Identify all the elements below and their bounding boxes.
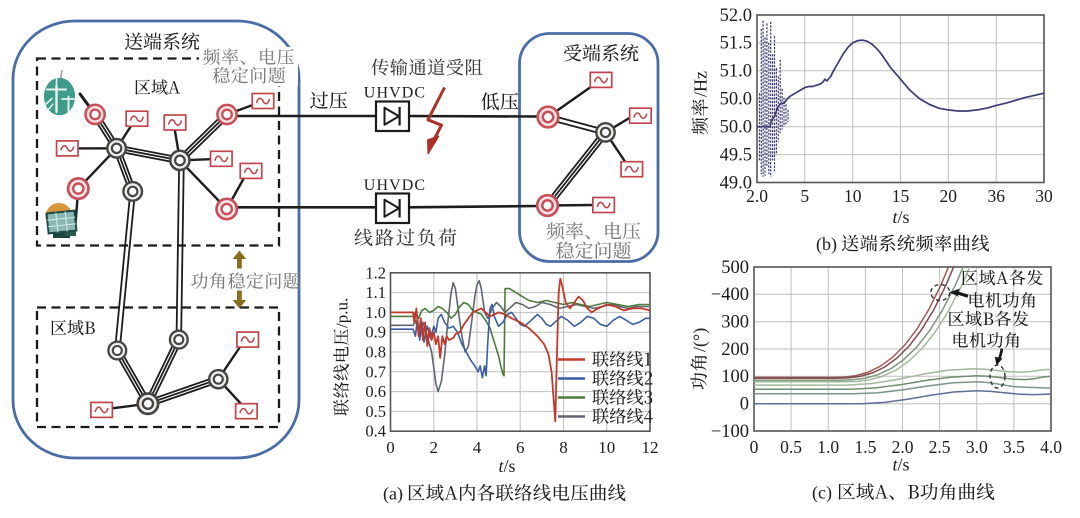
svg-text:0: 0	[750, 437, 759, 457]
svg-text:t/s: t/s	[892, 207, 909, 227]
svg-text:49.5: 49.5	[720, 145, 752, 165]
svg-text:/(°): /(°)	[690, 328, 711, 352]
svg-text:8: 8	[559, 438, 568, 457]
svg-text:1.1: 1.1	[365, 283, 386, 302]
svg-text:1.2: 1.2	[365, 263, 386, 282]
svg-text:50.0: 50.0	[720, 90, 752, 110]
svg-text:t/s: t/s	[498, 456, 515, 476]
svg-text:52.0: 52.0	[720, 6, 752, 26]
svg-text:10: 10	[598, 438, 615, 457]
svg-text:4.0: 4.0	[1040, 437, 1062, 457]
svg-text:4: 4	[473, 438, 482, 457]
svg-text:6: 6	[516, 438, 525, 457]
svg-text:2.5: 2.5	[929, 437, 951, 457]
svg-text:10: 10	[844, 186, 862, 206]
svg-text:12: 12	[642, 438, 659, 457]
svg-text:/Hz: /Hz	[691, 71, 711, 97]
svg-text:1.5: 1.5	[854, 437, 876, 457]
svg-text:20: 20	[940, 186, 958, 206]
svg-text:36: 36	[987, 186, 1005, 206]
svg-text:(a): (a)	[383, 484, 403, 505]
svg-text:15: 15	[892, 186, 910, 206]
svg-text:0.7: 0.7	[365, 362, 386, 381]
svg-text:UHVDC: UHVDC	[364, 177, 426, 194]
svg-text:200: 200	[721, 340, 749, 360]
svg-text:−100: −100	[711, 422, 749, 442]
svg-text:/p.u.: /p.u.	[333, 298, 352, 328]
svg-text:t/s: t/s	[892, 455, 909, 475]
svg-text:2: 2	[430, 438, 439, 457]
svg-text:0.5: 0.5	[365, 402, 386, 421]
svg-text:500: 500	[721, 258, 749, 278]
svg-text:UHVDC: UHVDC	[364, 85, 426, 102]
svg-text:100: 100	[721, 367, 749, 387]
svg-text:(b): (b)	[816, 234, 837, 255]
svg-text:0: 0	[386, 438, 395, 457]
svg-text:3.0: 3.0	[966, 437, 988, 457]
svg-text:0: 0	[740, 395, 749, 415]
svg-text:50.0: 50.0	[720, 118, 752, 138]
svg-text:(c): (c)	[812, 483, 832, 504]
svg-text:−400: −400	[711, 285, 749, 305]
svg-text:1.0: 1.0	[365, 303, 386, 322]
svg-text:0.4: 0.4	[365, 422, 386, 441]
svg-text:0.8: 0.8	[365, 343, 386, 362]
svg-text:51.0: 51.0	[720, 62, 752, 82]
svg-text:0.5: 0.5	[780, 437, 802, 457]
svg-text:51.5: 51.5	[720, 34, 752, 54]
svg-text:0.9: 0.9	[365, 323, 386, 342]
svg-text:0.6: 0.6	[365, 382, 386, 401]
svg-text:30: 30	[1035, 186, 1053, 206]
svg-text:300: 300	[721, 313, 749, 333]
svg-text:5: 5	[800, 186, 809, 206]
svg-text:3.5: 3.5	[1003, 437, 1025, 457]
svg-text:2.0: 2.0	[746, 186, 768, 206]
svg-text:1.0: 1.0	[817, 437, 839, 457]
